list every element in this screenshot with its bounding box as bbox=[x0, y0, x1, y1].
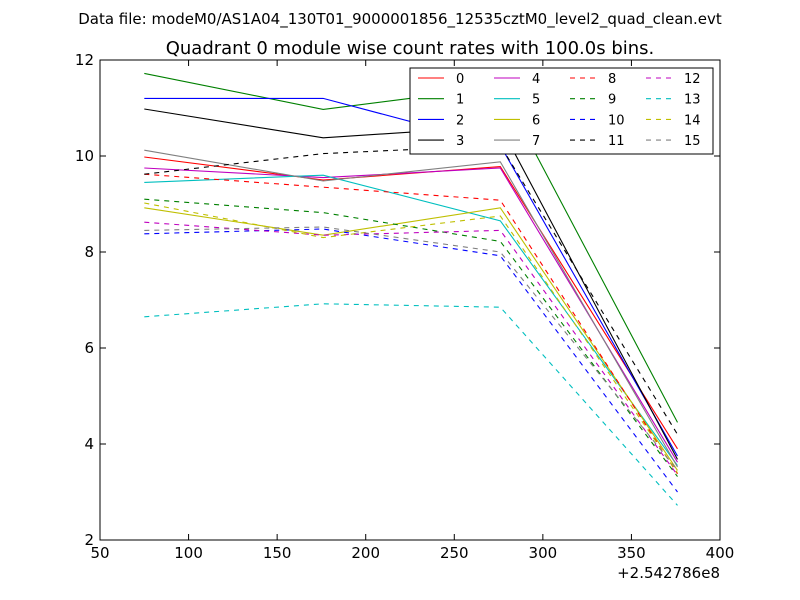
series-line-8 bbox=[144, 173, 678, 475]
x-tick-label: 100 bbox=[174, 544, 203, 562]
series-line-13 bbox=[144, 303, 678, 506]
x-tick-label: 50 bbox=[90, 544, 109, 562]
y-tick-label: 4 bbox=[84, 435, 94, 453]
plot-frame bbox=[99, 59, 721, 541]
x-tick-label: 350 bbox=[617, 544, 646, 562]
legend-label-1: 1 bbox=[456, 93, 464, 108]
legend-box bbox=[409, 67, 714, 155]
x-tick-label: 250 bbox=[440, 544, 469, 562]
legend-label-7: 7 bbox=[532, 134, 540, 149]
x-tick-label: 300 bbox=[529, 544, 558, 562]
legend-label-3: 3 bbox=[456, 134, 464, 149]
legend-label-6: 6 bbox=[532, 113, 540, 128]
legend-label-11: 11 bbox=[608, 134, 625, 149]
x-tick-label: 400 bbox=[706, 544, 735, 562]
y-tick-label: 6 bbox=[84, 339, 94, 357]
y-tick-label: 8 bbox=[84, 243, 94, 261]
chart-title: Quadrant 0 module wise count rates with … bbox=[166, 38, 655, 59]
series-line-14 bbox=[144, 202, 678, 474]
series-line-15 bbox=[144, 226, 678, 471]
series-line-6 bbox=[144, 207, 678, 471]
legend-label-14: 14 bbox=[684, 113, 701, 128]
y-tick-label: 12 bbox=[75, 51, 94, 69]
series-line-12 bbox=[144, 221, 678, 476]
legend-label-5: 5 bbox=[532, 93, 540, 108]
series-line-3 bbox=[144, 108, 678, 460]
series-line-10 bbox=[144, 228, 678, 493]
x-offset-label: +2.542786e8 bbox=[617, 564, 720, 582]
series-line-5 bbox=[144, 174, 678, 466]
legend-label-0: 0 bbox=[456, 72, 464, 87]
series-layer bbox=[144, 72, 678, 506]
legend-label-10: 10 bbox=[608, 113, 625, 128]
data-file-header: Data file: modeM0/AS1A04_130T01_90000018… bbox=[78, 10, 722, 29]
legend-label-4: 4 bbox=[532, 72, 540, 87]
series-line-9 bbox=[144, 198, 678, 477]
series-line-7 bbox=[144, 149, 678, 468]
y-tick-label: 10 bbox=[75, 147, 94, 165]
y-tick-label: 2 bbox=[84, 531, 94, 549]
legend-label-9: 9 bbox=[608, 93, 616, 108]
series-line-0 bbox=[144, 156, 678, 450]
x-tick-label: 200 bbox=[351, 544, 380, 562]
legend-label-2: 2 bbox=[456, 113, 464, 128]
legend-label-13: 13 bbox=[684, 93, 701, 108]
legend-label-12: 12 bbox=[684, 72, 701, 87]
legend-label-15: 15 bbox=[684, 134, 701, 149]
series-line-11 bbox=[144, 144, 678, 435]
x-tick-label: 150 bbox=[263, 544, 292, 562]
legend-label-8: 8 bbox=[608, 72, 616, 87]
